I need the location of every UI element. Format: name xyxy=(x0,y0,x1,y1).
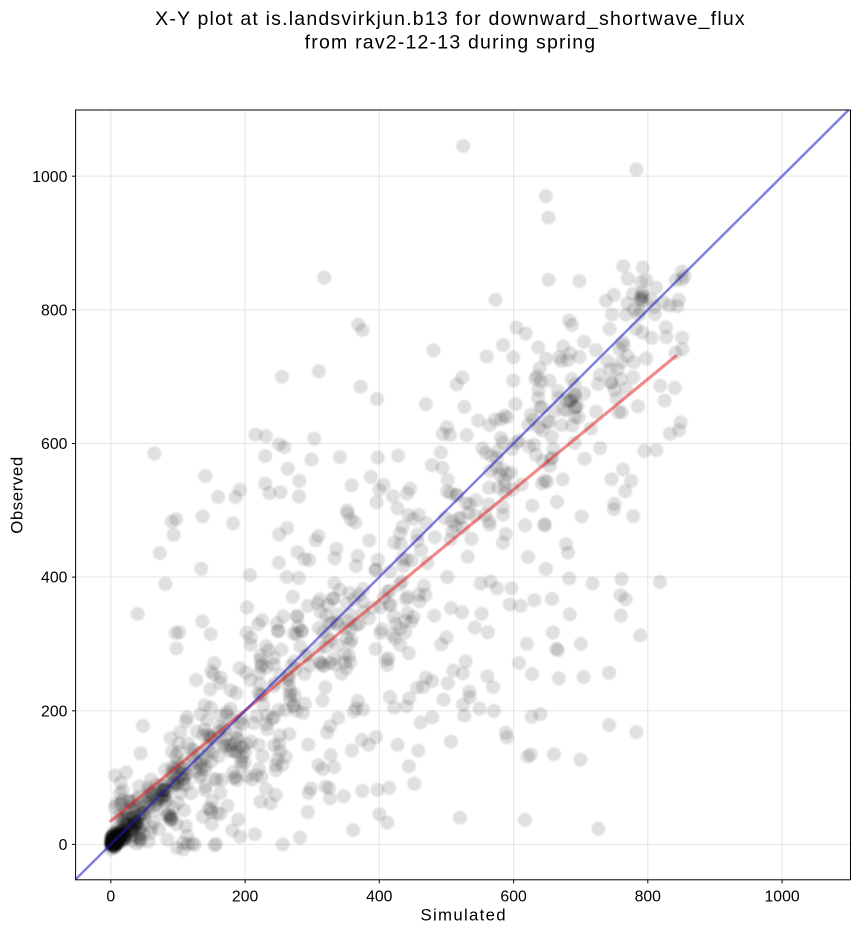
svg-text:600: 600 xyxy=(500,888,527,905)
svg-text:200: 200 xyxy=(41,703,68,720)
svg-text:400: 400 xyxy=(366,888,393,905)
svg-text:X-Y plot at is.landsvirkjun.b1: X-Y plot at is.landsvirkjun.b13 for down… xyxy=(155,8,746,30)
svg-text:600: 600 xyxy=(41,436,68,453)
svg-text:Simulated: Simulated xyxy=(421,905,507,924)
svg-text:0: 0 xyxy=(59,837,68,854)
svg-text:200: 200 xyxy=(232,888,259,905)
svg-text:Observed: Observed xyxy=(8,456,27,534)
svg-text:1000: 1000 xyxy=(32,169,67,186)
svg-text:0: 0 xyxy=(106,888,115,905)
svg-text:800: 800 xyxy=(635,888,662,905)
svg-text:800: 800 xyxy=(41,302,68,319)
svg-text:from rav2-12-13 during spring: from rav2-12-13 during spring xyxy=(305,31,597,53)
svg-text:400: 400 xyxy=(41,570,68,587)
svg-text:1000: 1000 xyxy=(765,888,800,905)
